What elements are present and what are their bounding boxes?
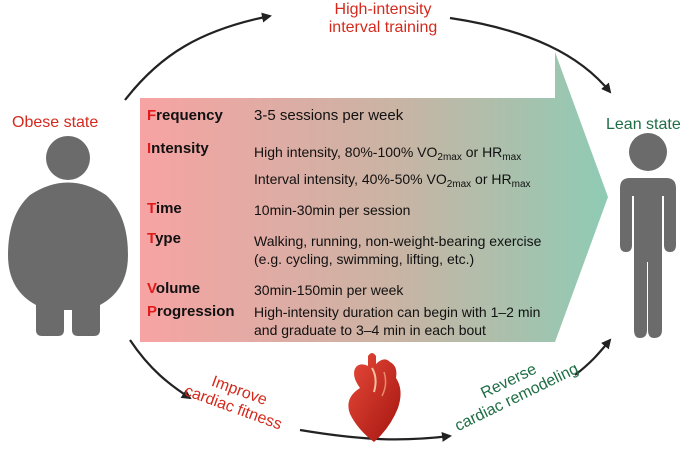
desc-frequency: 3-5 sessions per week bbox=[254, 107, 404, 124]
term-time: Time bbox=[147, 200, 182, 217]
big-arrow bbox=[140, 52, 608, 342]
arrow-top-right bbox=[449, 16, 612, 94]
arrow-bottom-mid bbox=[299, 428, 452, 442]
term-intensity: Intensity bbox=[147, 140, 209, 157]
desc-intensity-interval: Interval intensity, 40%-50% VO2max or HR… bbox=[254, 171, 531, 190]
obese-person-icon bbox=[8, 136, 128, 336]
heart-icon bbox=[348, 353, 401, 442]
arrow-bottom-left bbox=[129, 339, 192, 400]
arrow-top-left bbox=[124, 12, 272, 101]
term-frequency: Frequency bbox=[147, 107, 223, 124]
desc-intensity-high: High intensity, 80%-100% VO2max or HRmax bbox=[254, 144, 522, 163]
term-volume: Volume bbox=[147, 280, 201, 297]
arrow-bottom-right bbox=[574, 338, 612, 376]
desc-volume: 30min-150min per week bbox=[254, 282, 404, 298]
obese-state-label: Obese state bbox=[12, 114, 99, 131]
desc-time: 10min-30min per session bbox=[254, 202, 411, 218]
hiit-label: High-intensity interval training bbox=[328, 1, 438, 36]
term-type: Type bbox=[147, 230, 181, 247]
term-progression: Progression bbox=[147, 303, 235, 320]
lean-person-icon bbox=[620, 133, 676, 338]
desc-type: Walking, running, non-weight-bearing exe… bbox=[254, 233, 542, 267]
lean-state-label: Lean state bbox=[606, 116, 681, 133]
desc-progression: High-intensity duration can begin with 1… bbox=[254, 304, 541, 338]
